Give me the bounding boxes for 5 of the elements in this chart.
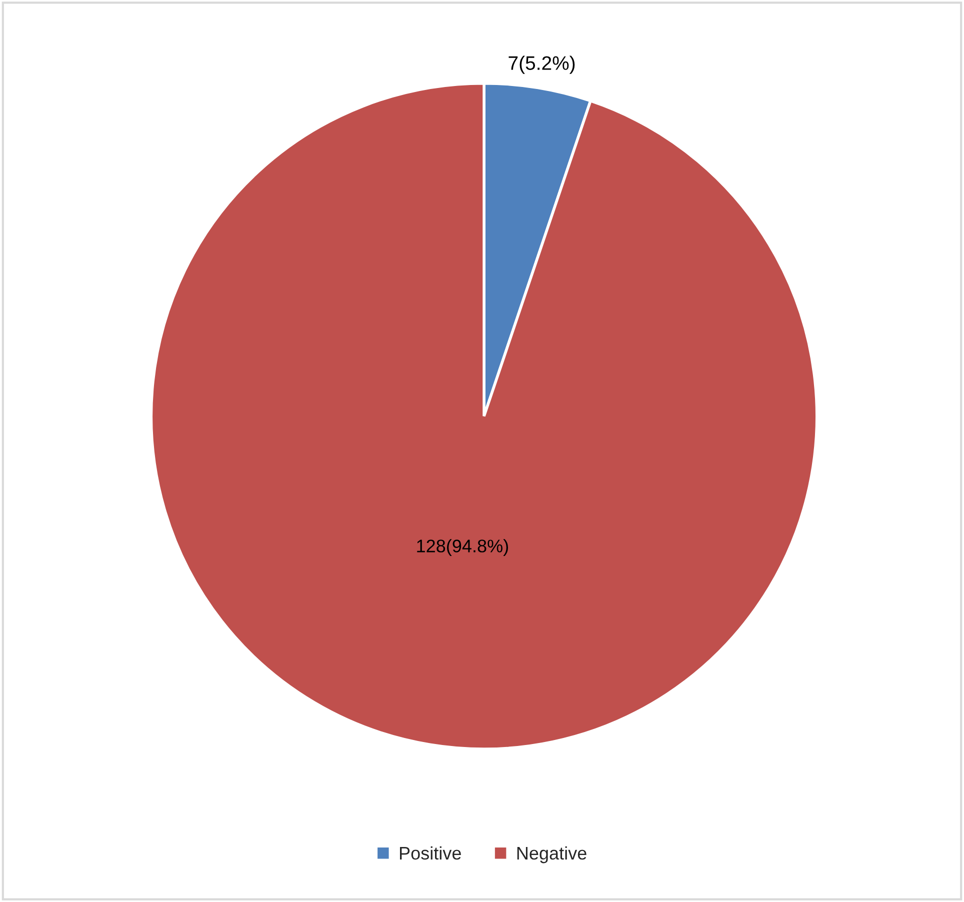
legend-label: Negative [517, 846, 586, 864]
pie-slice [150, 82, 818, 750]
data-label: 128(94.8%) [417, 539, 508, 556]
data-label: 7(5.2%) [508, 56, 575, 74]
legend-label: Positive [400, 846, 461, 860]
